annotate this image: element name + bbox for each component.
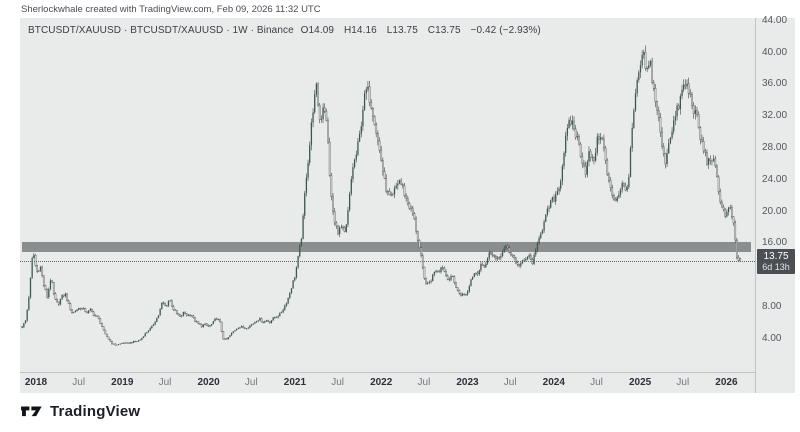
time-label-jul: Jul: [158, 377, 172, 388]
price-tick-label: 44.00: [762, 14, 788, 26]
symbol-title: BTCUSDT/XAUUSD · BTCUSDT/XAUUSD · 1W · B…: [28, 25, 294, 36]
price-tick-label: 32.00: [762, 110, 788, 122]
candlestick-series[interactable]: [20, 18, 755, 372]
last-price-badge: 13.75 6d 13h: [757, 249, 795, 275]
price-tick-label: 28.00: [762, 141, 788, 153]
time-label-2023: 2023: [456, 377, 479, 388]
time-axis[interactable]: 2018 Jul 2019 Jul 2020 Jul 2021 Jul 2022 Jul 2023 J…: [20, 372, 755, 394]
symbol-legend[interactable]: BTCUSDT/XAUUSD · BTCUSDT/XAUUSD · 1W · B…: [28, 25, 548, 36]
price-tick-label: 4.00: [762, 332, 782, 344]
price-tick-label: 24.00: [762, 173, 788, 185]
time-label-2019: 2019: [111, 377, 134, 388]
attribution-text: Sherlockwhale created with TradingView.c…: [21, 4, 321, 15]
time-label-2026: 2026: [715, 377, 738, 388]
chart-panel: BTCUSDT/XAUUSD · BTCUSDT/XAUUSD · 1W · B…: [20, 14, 796, 394]
price-tick-label: 36.00: [762, 78, 788, 90]
time-label-jul: Jul: [503, 377, 517, 388]
time-label-2021: 2021: [283, 377, 307, 388]
last-price-value: 13.75: [763, 251, 789, 263]
tradingview-logo-icon: [21, 406, 42, 417]
price-axis[interactable]: 13.75 6d 13h 44.00 40.00 36.00 32.00 28.00 24…: [755, 14, 796, 393]
price-tick-label: 20.00: [762, 205, 788, 217]
price-tick-label: 8.00: [762, 300, 782, 312]
time-label-jul: Jul: [244, 377, 258, 388]
time-label-jul: Jul: [676, 377, 690, 388]
time-label-jul: Jul: [417, 377, 431, 388]
time-label-2022: 2022: [370, 377, 393, 388]
candlestick-plot-area[interactable]: BTCUSDT/XAUUSD · BTCUSDT/XAUUSD · 1W · B…: [20, 18, 755, 372]
change-value: −0.42 (−2.93%): [470, 25, 541, 36]
current-price-line: [20, 261, 755, 262]
price-tick-label: 40.00: [762, 46, 788, 58]
tradingview-footer[interactable]: TradingView: [20, 399, 140, 423]
time-label-jul: Jul: [331, 377, 345, 388]
time-label-2025: 2025: [628, 377, 652, 388]
time-label-2024: 2024: [542, 377, 565, 388]
low-value: L13.75: [386, 25, 418, 36]
open-value: O14.09: [300, 25, 335, 36]
tradingview-brand-text: TradingView: [50, 402, 141, 420]
time-label-jul: Jul: [590, 377, 603, 388]
time-label-2020: 2020: [197, 377, 220, 388]
price-tick-label: 16.00: [762, 237, 788, 249]
time-label-2018: 2018: [24, 377, 48, 388]
bar-countdown: 6d 13h: [762, 262, 790, 273]
time-label-jul: Jul: [72, 377, 86, 388]
high-value: H14.16: [343, 25, 377, 36]
horizontal-zone-drawing[interactable]: [22, 242, 751, 253]
close-value: C13.75: [427, 25, 461, 36]
